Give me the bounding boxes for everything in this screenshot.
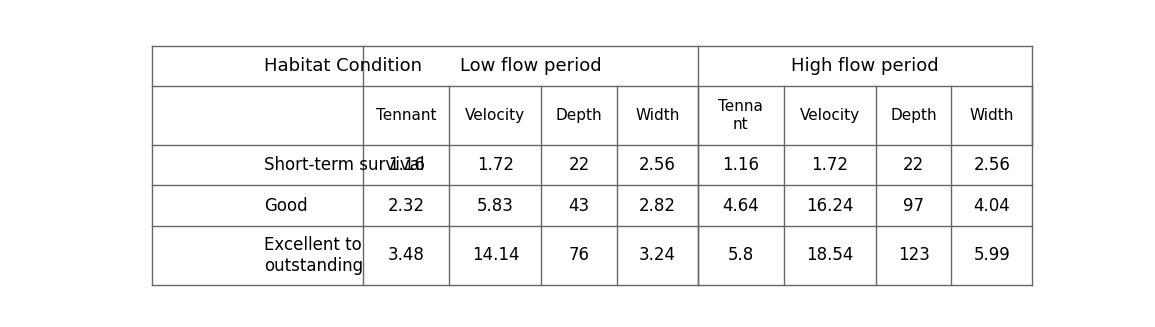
Text: 1.16: 1.16 — [388, 156, 425, 174]
Text: Width: Width — [970, 108, 1014, 123]
Text: 2.56: 2.56 — [974, 156, 1011, 174]
Text: Depth: Depth — [556, 108, 603, 123]
Text: 3.24: 3.24 — [639, 247, 676, 265]
Text: Width: Width — [635, 108, 679, 123]
Text: 5.8: 5.8 — [728, 247, 754, 265]
Text: 16.24: 16.24 — [806, 197, 854, 215]
Text: 43: 43 — [568, 197, 590, 215]
Text: Tenna
nt: Tenna nt — [718, 99, 763, 132]
Text: 5.83: 5.83 — [477, 197, 514, 215]
Text: High flow period: High flow period — [791, 57, 939, 75]
Text: 5.99: 5.99 — [974, 247, 1011, 265]
Text: 2.32: 2.32 — [388, 197, 425, 215]
Text: 1.72: 1.72 — [477, 156, 514, 174]
Text: 123: 123 — [897, 247, 930, 265]
Text: 22: 22 — [903, 156, 924, 174]
Text: Excellent to
outstanding: Excellent to outstanding — [264, 236, 364, 275]
Text: Habitat Condition: Habitat Condition — [264, 57, 423, 75]
Text: Velocity: Velocity — [465, 108, 526, 123]
Text: Short-term survival: Short-term survival — [264, 156, 425, 174]
Text: 76: 76 — [568, 247, 589, 265]
Text: Depth: Depth — [891, 108, 937, 123]
Text: Velocity: Velocity — [800, 108, 860, 123]
Text: 22: 22 — [568, 156, 590, 174]
Text: 3.48: 3.48 — [388, 247, 425, 265]
Text: Low flow period: Low flow period — [460, 57, 601, 75]
Text: 4.64: 4.64 — [723, 197, 759, 215]
Text: 4.04: 4.04 — [974, 197, 1011, 215]
Text: 2.82: 2.82 — [639, 197, 676, 215]
Text: 18.54: 18.54 — [806, 247, 854, 265]
Text: 1.16: 1.16 — [722, 156, 759, 174]
Text: 1.72: 1.72 — [812, 156, 849, 174]
Text: Tennant: Tennant — [377, 108, 437, 123]
Text: Good: Good — [264, 197, 308, 215]
Text: 2.56: 2.56 — [639, 156, 676, 174]
Text: 97: 97 — [903, 197, 924, 215]
Text: 14.14: 14.14 — [471, 247, 519, 265]
